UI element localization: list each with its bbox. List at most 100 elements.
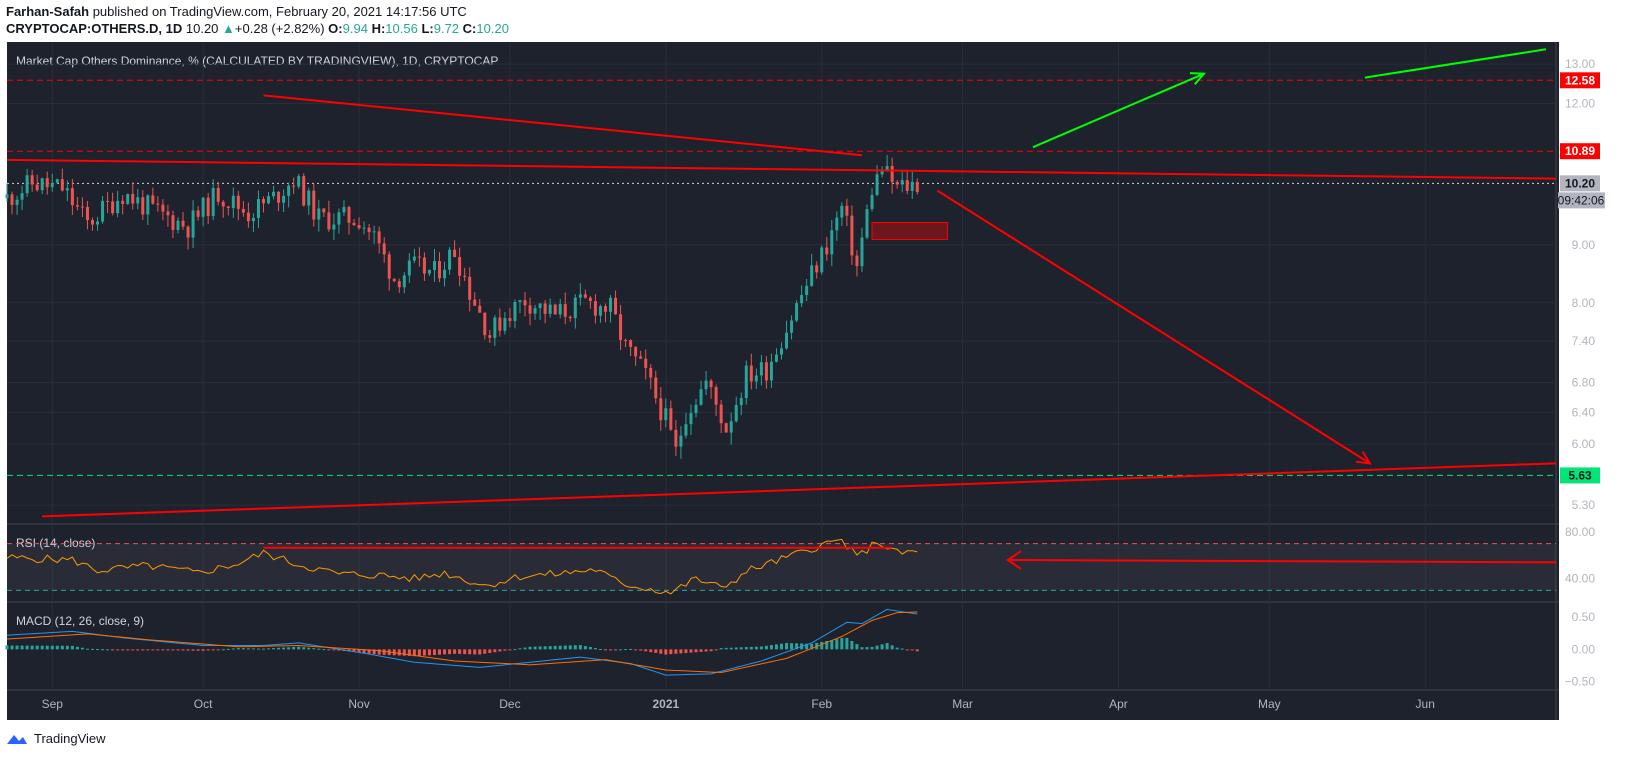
- histogram-bar: [785, 642, 789, 650]
- tradingview-brand[interactable]: TradingView: [34, 731, 106, 746]
- candle: [835, 211, 839, 241]
- candle-body: [287, 185, 291, 196]
- candle: [75, 196, 79, 211]
- candle-body: [488, 335, 492, 338]
- x-tick-label: 2021: [652, 697, 679, 711]
- candle-body: [146, 195, 150, 215]
- histogram-bar: [744, 647, 748, 650]
- histogram-bar: [412, 649, 416, 657]
- histogram-bar: [106, 649, 110, 651]
- candle-body: [427, 269, 431, 274]
- trend-arrow: [1032, 72, 1205, 149]
- candle-body: [780, 348, 783, 355]
- high-label: H:: [371, 21, 386, 36]
- candle-body: [50, 182, 54, 188]
- candle-body: [196, 210, 200, 217]
- candle: [20, 185, 24, 211]
- histogram-bar: [397, 649, 401, 656]
- candle: [548, 298, 552, 318]
- candle: [815, 261, 819, 279]
- author-name[interactable]: Farhan-Safah: [6, 4, 90, 19]
- candle-body: [75, 205, 79, 207]
- candle-body: [367, 227, 371, 233]
- candle: [211, 179, 215, 221]
- price-change: +0.28 (+2.82%): [234, 21, 325, 36]
- candle: [649, 364, 653, 390]
- candle: [629, 339, 633, 357]
- candle: [749, 353, 753, 390]
- price-label-10-89: 10.89: [1565, 144, 1595, 158]
- candle: [256, 190, 260, 228]
- histogram-bar: [609, 649, 613, 651]
- x-tick-label: Mar: [952, 697, 973, 711]
- candle: [287, 182, 291, 208]
- candle-body: [754, 375, 758, 382]
- candle-body: [659, 398, 663, 421]
- open-label: O:: [328, 21, 343, 36]
- candle-body: [513, 301, 517, 321]
- candle-body: [297, 176, 301, 187]
- candle: [724, 422, 728, 433]
- candle: [885, 154, 889, 172]
- histogram-bar: [639, 649, 643, 651]
- candle: [603, 303, 607, 323]
- candle: [267, 192, 271, 205]
- candle-body: [468, 276, 472, 300]
- candle-body: [800, 295, 804, 304]
- candle-body: [850, 215, 854, 256]
- trend-arrow: [936, 189, 1371, 465]
- candle: [644, 349, 648, 380]
- candle: [820, 245, 824, 275]
- histogram-bar: [25, 645, 29, 650]
- tradingview-logo-icon[interactable]: [6, 732, 28, 746]
- candle: [80, 197, 84, 217]
- symbol-name[interactable]: CRYPTOCAP:OTHERS.D, 1D: [6, 21, 183, 36]
- candle: [860, 227, 864, 273]
- candle: [518, 300, 522, 314]
- candle-body: [548, 304, 552, 314]
- histogram-bar: [151, 649, 155, 651]
- candle-body: [372, 231, 376, 233]
- candle: [181, 211, 185, 230]
- candle: [392, 278, 396, 283]
- candle: [729, 412, 733, 445]
- candle: [327, 200, 331, 232]
- histogram-bar: [277, 647, 281, 650]
- histogram-bar: [297, 646, 301, 650]
- candle: [508, 308, 512, 328]
- candle-body: [30, 175, 34, 185]
- histogram-bar: [553, 645, 557, 650]
- histogram-bar: [573, 645, 577, 650]
- candle: [780, 342, 783, 360]
- main-pane-title: Market Cap Others Dominance, % (CALCULAT…: [16, 54, 498, 68]
- histogram-bar: [432, 649, 436, 655]
- histogram-bar: [759, 646, 763, 650]
- histogram-bar: [201, 649, 205, 651]
- candle-body: [156, 203, 160, 205]
- histogram-bar: [704, 649, 708, 652]
- histogram-bar: [835, 639, 839, 650]
- candle: [593, 294, 597, 324]
- histogram-bar: [181, 649, 185, 651]
- rsi-tick-label: 40.00: [1565, 572, 1595, 586]
- candle: [417, 247, 421, 267]
- candle: [176, 217, 180, 234]
- candle-body: [277, 191, 281, 203]
- histogram-bar: [241, 648, 245, 650]
- candle-body: [342, 207, 346, 213]
- candle-body: [533, 308, 537, 314]
- histogram-bar: [307, 647, 311, 650]
- candle: [246, 202, 250, 228]
- candle: [342, 200, 346, 216]
- arrow-head: [1355, 450, 1372, 465]
- candle: [261, 196, 265, 213]
- histogram-bar: [377, 649, 381, 655]
- candle-body: [910, 181, 914, 191]
- candle: [744, 360, 748, 405]
- candle: [111, 192, 115, 216]
- histogram-bar: [734, 647, 738, 650]
- candle-body: [915, 181, 919, 193]
- candle-body: [312, 190, 316, 220]
- candle-body: [256, 199, 260, 218]
